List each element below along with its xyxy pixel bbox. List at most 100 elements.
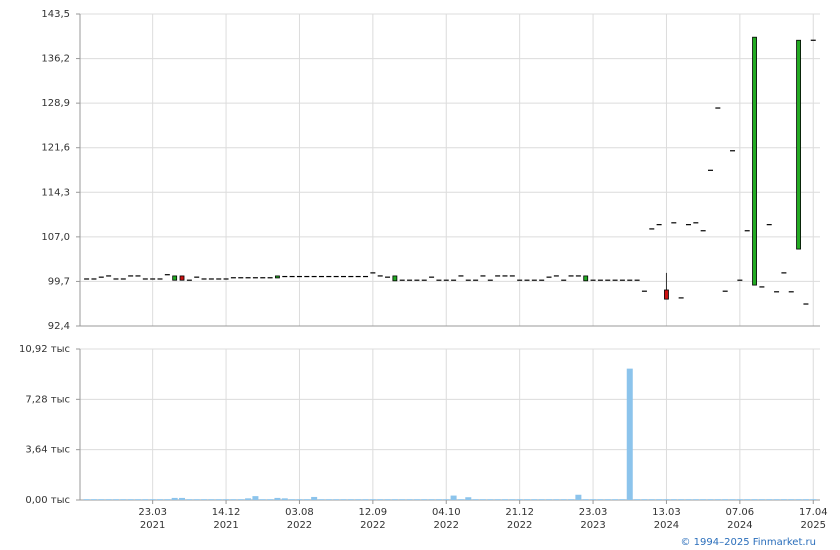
volume-bar: [487, 499, 494, 500]
x-tick-label: 2024: [654, 520, 679, 531]
volume-bar: [656, 499, 663, 500]
x-tick-label: 07.06: [726, 507, 755, 518]
volume-bar: [538, 499, 545, 500]
volume-bar: [758, 499, 765, 500]
volume-bar: [494, 499, 501, 500]
volume-bar: [90, 499, 97, 500]
volume-bar: [303, 499, 310, 500]
volume-bar: [377, 499, 384, 500]
x-tick-label: 03.08: [285, 507, 314, 518]
volume-bar: [362, 499, 369, 500]
volume-bar: [729, 499, 736, 500]
volume-bar: [780, 499, 787, 500]
volume-bar: [472, 499, 479, 500]
volume-bar: [120, 499, 127, 500]
volume-bar: [105, 499, 112, 500]
x-tick-label: 13.03: [652, 507, 681, 518]
volume-bar: [795, 499, 802, 500]
volume-bar: [626, 368, 633, 500]
volume-bar: [810, 499, 817, 500]
y-tick-label: 107,0: [41, 232, 70, 243]
volume-bar: [663, 499, 670, 500]
volume-bar: [318, 499, 325, 500]
volume-bar: [501, 499, 508, 500]
volume-bar: [619, 499, 626, 500]
volume-bar: [450, 495, 457, 500]
volume-bar: [171, 497, 178, 500]
volume-bar: [648, 499, 655, 500]
volume-bar: [443, 499, 450, 500]
x-tick-label: 21.12: [505, 507, 534, 518]
x-tick-label: 23.03: [138, 507, 167, 518]
volume-bar: [340, 499, 347, 500]
volume-bar: [773, 499, 780, 500]
volume-bar: [524, 499, 530, 500]
volume-bar: [751, 499, 758, 500]
volume-bar: [641, 499, 648, 500]
volume-bar: [685, 499, 692, 500]
volume-bar: [83, 499, 90, 500]
y-tick-label: 10,92 тыс: [19, 344, 70, 355]
x-tick-label: 04.10: [432, 507, 461, 518]
y-tick-label: 128,9: [41, 98, 70, 109]
volume-bar: [428, 499, 435, 500]
y-tick-label: 3,64 тыс: [25, 445, 70, 456]
y-tick-label: 99,7: [48, 276, 70, 287]
volume-bar: [516, 499, 523, 500]
volume-bar: [281, 498, 288, 500]
candle-body: [664, 289, 669, 300]
volume-bar: [509, 499, 516, 500]
volume-bar: [127, 499, 134, 500]
volume-bar: [134, 499, 141, 500]
volume-bar: [413, 499, 420, 500]
candle-body: [752, 36, 757, 286]
candle-body: [179, 275, 185, 281]
volume-bar: [157, 499, 163, 500]
volume-bar: [421, 499, 428, 500]
volume-bar: [237, 499, 244, 500]
volume-bar: [714, 499, 721, 500]
volume-bar: [274, 497, 281, 500]
volume-bar: [531, 499, 538, 500]
x-tick-label: 14.12: [212, 507, 241, 518]
volume-bar: [193, 499, 200, 500]
y-tick-label: 114,3: [41, 187, 70, 198]
volume-bar: [391, 499, 398, 500]
volume-bar: [582, 499, 589, 500]
volume-bar: [788, 499, 795, 500]
volume-bar: [289, 499, 296, 500]
y-tick-label: 143,5: [41, 9, 70, 20]
volume-bar: [678, 499, 685, 500]
volume-bar: [575, 494, 582, 500]
volume-bar: [722, 499, 729, 500]
volume-bar: [252, 496, 259, 500]
x-tick-label: 12.09: [359, 507, 388, 518]
candle-body: [796, 39, 801, 250]
volume-bar: [736, 499, 743, 500]
volume-bar: [296, 499, 303, 500]
volume-bar: [590, 499, 597, 500]
volume-bar: [98, 499, 105, 500]
volume-bar: [700, 499, 707, 500]
volume-bar: [201, 499, 208, 500]
volume-bar: [164, 499, 171, 500]
x-tick-label: 2022: [360, 520, 385, 531]
candle-body: [583, 275, 589, 282]
volume-bar: [384, 499, 391, 500]
y-tick-label: 7,28 тыс: [25, 394, 70, 405]
x-tick-label: 2022: [434, 520, 459, 531]
x-tick-label: 2024: [727, 520, 752, 531]
volume-bar: [457, 499, 464, 500]
volume-bar: [215, 499, 222, 500]
y-tick-label: 121,6: [41, 143, 70, 154]
volume-bar: [325, 499, 332, 500]
volume-bar: [435, 499, 442, 500]
x-tick-label: 2021: [213, 520, 238, 531]
volume-bar: [604, 499, 611, 500]
volume-bar: [267, 499, 274, 500]
volume-bar: [766, 499, 773, 500]
volume-bar: [465, 497, 472, 500]
volume-bar: [568, 499, 575, 500]
volume-bar: [149, 499, 156, 500]
volume-bar: [112, 499, 119, 500]
